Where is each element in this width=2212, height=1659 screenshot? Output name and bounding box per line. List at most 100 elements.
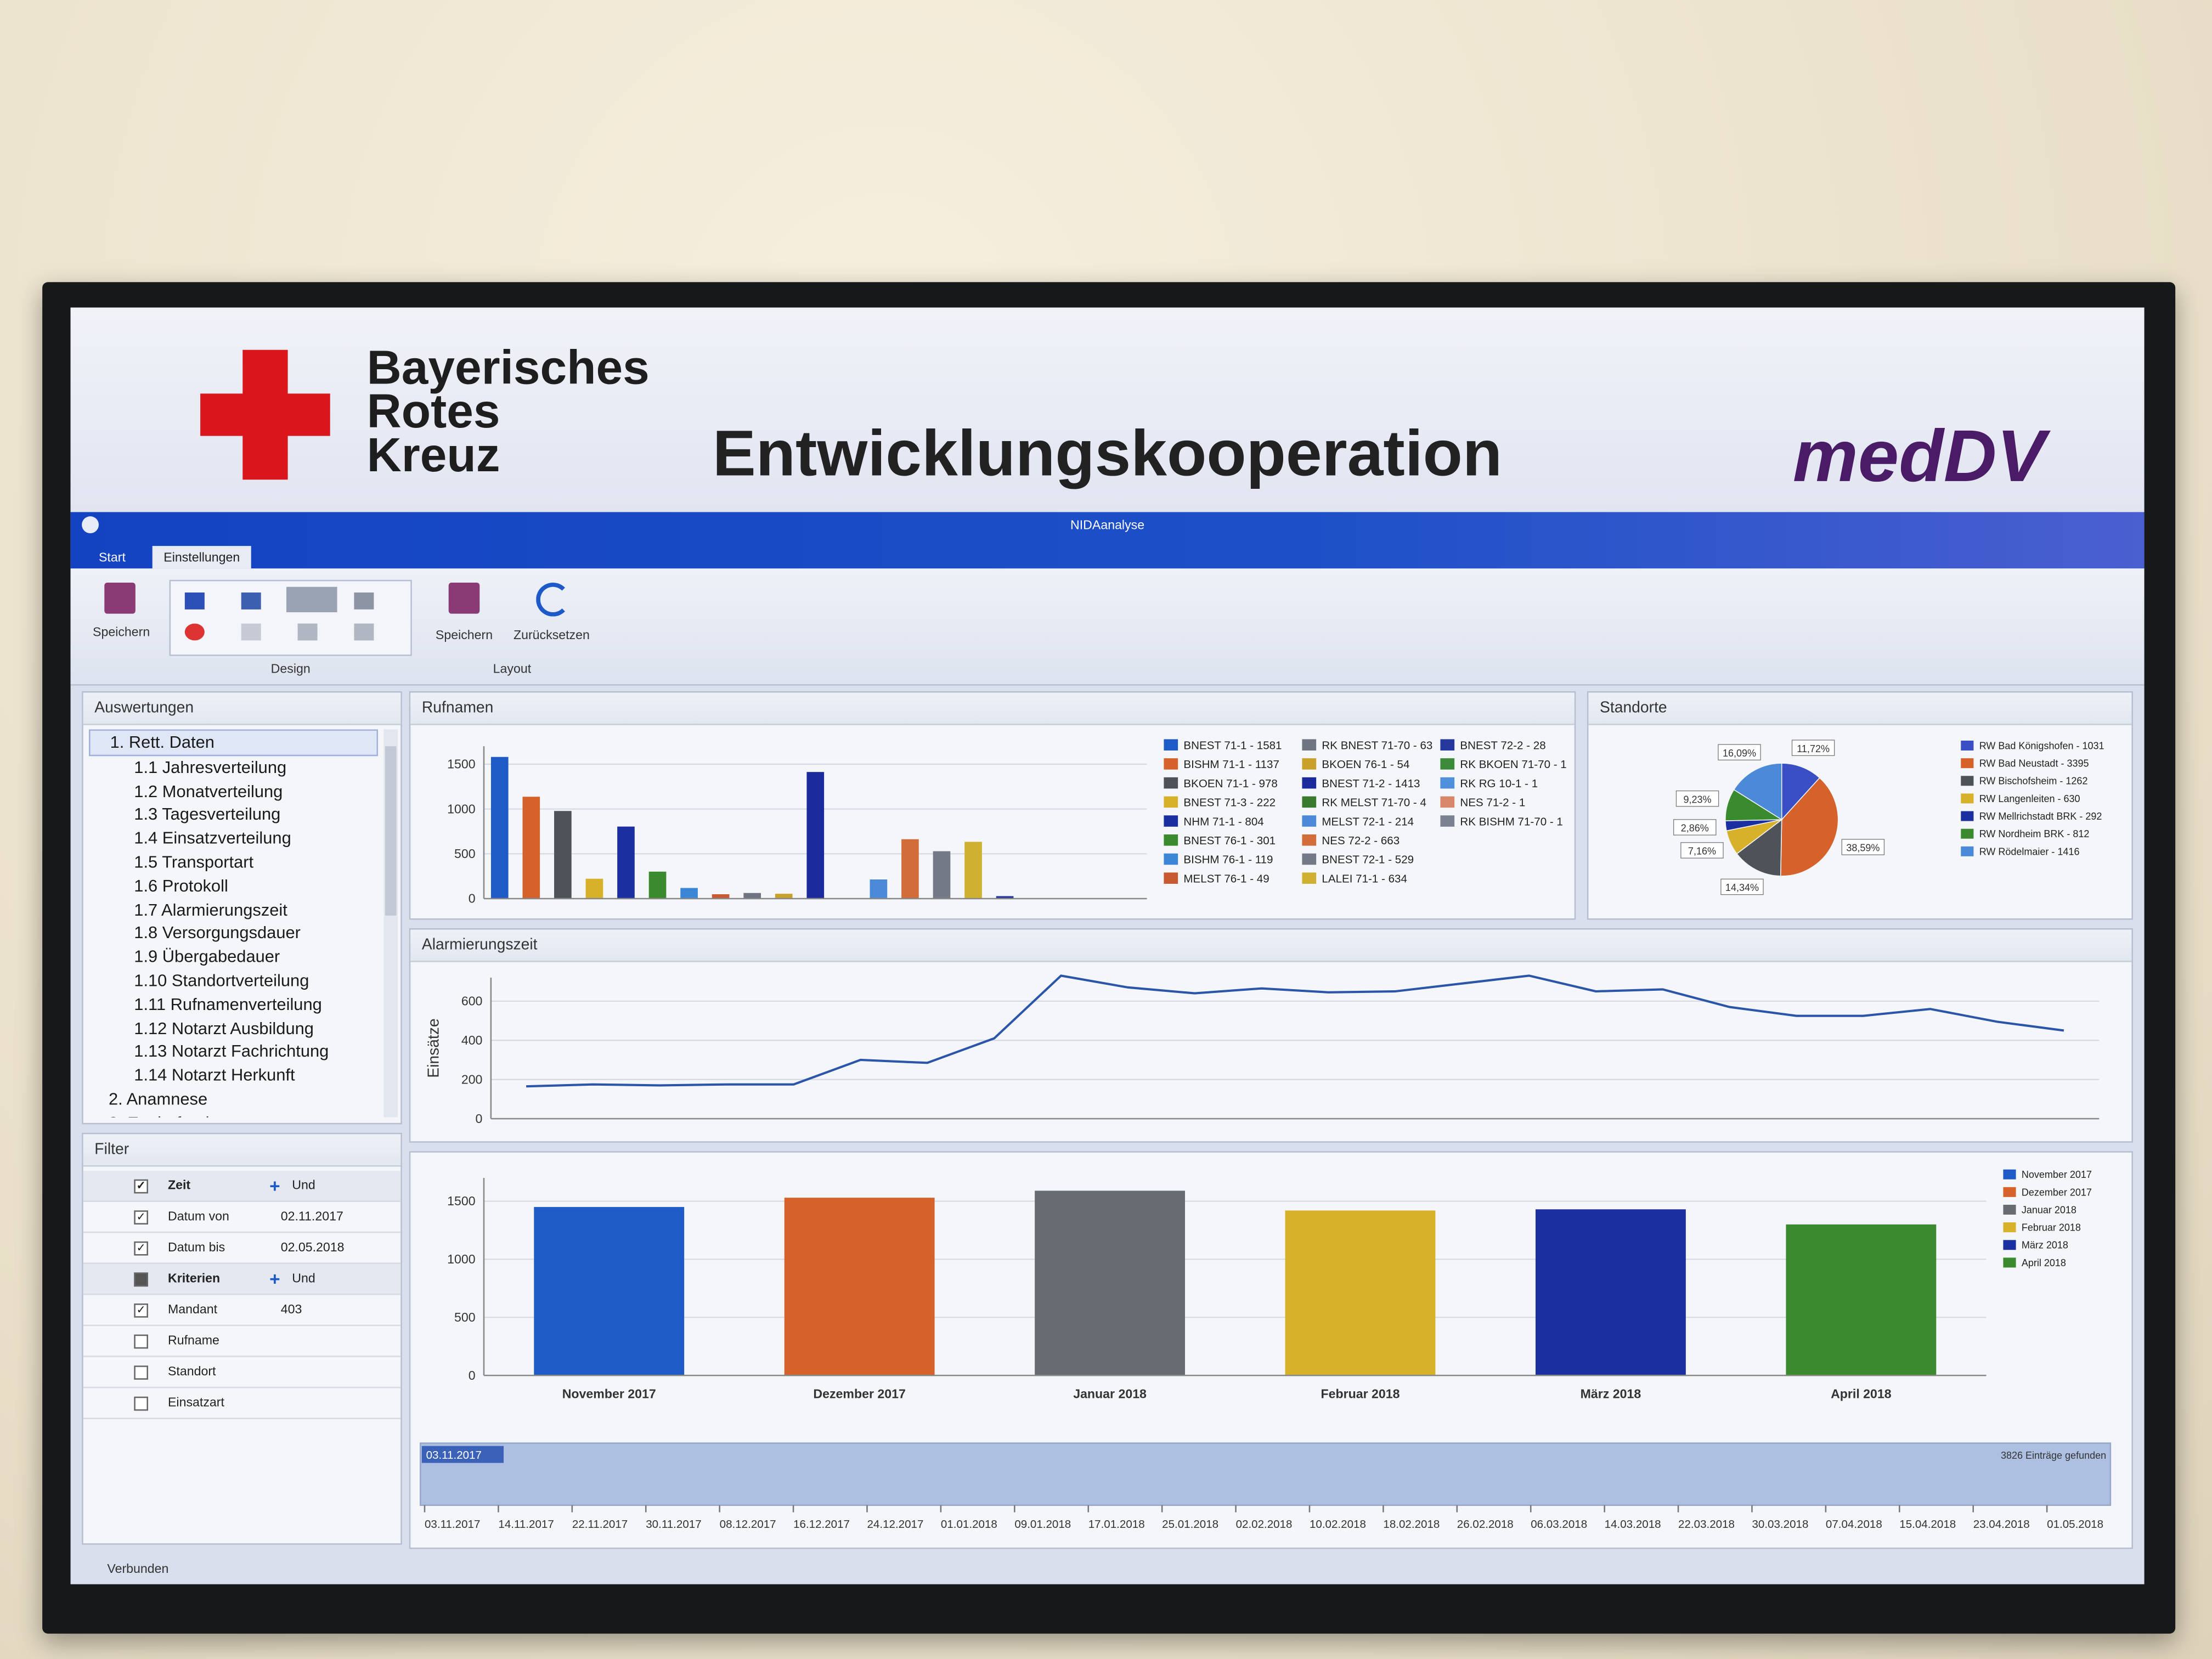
filter-grid: ✓ Zeit + Und ✓ Datum von 02.11.2017 ✓ Datum bis 0… <box>83 1171 401 1419</box>
button-label[interactable]: Zurücksetzen <box>513 628 590 642</box>
filter-value[interactable]: Und <box>292 1178 315 1192</box>
legend-label: BISHM 71-1 - 1137 <box>1183 758 1279 771</box>
tree-leaf[interactable]: 1.5 Transportart <box>134 852 254 872</box>
tree-leaf[interactable]: 1.3 Tagesverteilung <box>134 804 281 825</box>
style-icon[interactable] <box>184 592 205 610</box>
checkbox[interactable] <box>134 1272 148 1287</box>
legend-swatch <box>1440 777 1455 789</box>
pie-slice <box>1780 777 1839 877</box>
timeline-label: 08.12.2017 <box>720 1518 776 1531</box>
y-tick-label: 1000 <box>447 1252 475 1266</box>
tree-node[interactable]: 1. Rett. Daten <box>89 729 379 756</box>
timeline-label: 22.03.2018 <box>1678 1518 1735 1531</box>
monate-chart: 0 500 1000 1500 November 2017 Dezember 2017 Ja… <box>447 1169 2092 1401</box>
style-icon[interactable] <box>241 592 261 610</box>
legend-label: BNEST 71-1 - 1581 <box>1183 739 1282 752</box>
chart-panel: Rufnamen 0 500 1000 1500 BNEST 71-1 - 1581 BI… <box>409 691 1576 920</box>
filter-row: Standort <box>83 1357 401 1389</box>
legend-label: MELST 76-1 - 49 <box>1183 872 1269 885</box>
legend-label: BISHM 76-1 - 119 <box>1183 854 1273 866</box>
tab-active[interactable]: Einstellungen <box>152 546 251 569</box>
tree-leaf[interactable]: 1.10 Standortverteilung <box>134 970 309 991</box>
filter-value[interactable]: 403 <box>280 1302 302 1317</box>
legend-swatch <box>1961 811 1974 821</box>
tree-node[interactable]: 3. Erstbefund <box>89 1111 378 1117</box>
bar <box>585 878 603 899</box>
bar <box>806 772 825 899</box>
legend-label: RW Langenleiten - 630 <box>1979 793 2080 804</box>
legend-label: RK MELST 71-70 - 4 <box>1322 797 1426 809</box>
style-icon[interactable] <box>354 623 374 641</box>
y-tick-label: 0 <box>469 891 476 906</box>
tab[interactable]: Start <box>99 550 126 565</box>
tree-leaf[interactable]: 1.4 Einsatzverteilung <box>134 828 291 848</box>
tree-leaf[interactable]: 1.14 Notarzt Herkunft <box>134 1065 295 1085</box>
filter-value[interactable]: Und <box>292 1271 315 1285</box>
tree-leaf[interactable]: 1.8 Versorgungsdauer <box>134 923 301 943</box>
scroll-thumb[interactable] <box>385 746 397 916</box>
legend-label: NES 72-2 - 663 <box>1322 834 1400 847</box>
button-label[interactable]: Speichern <box>435 628 493 642</box>
legend-label: BNEST 71-2 - 1413 <box>1322 777 1420 790</box>
tree-leaf[interactable]: 1.1 Jahresverteilung <box>134 757 287 777</box>
tree-leaf[interactable]: 1.11 Rufnamenverteilung <box>134 994 322 1014</box>
filter-value[interactable]: 02.05.2018 <box>280 1240 345 1254</box>
tree-leaf[interactable]: 1.7 Alarmierungszeit <box>134 899 287 919</box>
label-box <box>1791 740 1835 756</box>
x-tick-label: März 2018 <box>1581 1386 1641 1401</box>
legend-swatch <box>1440 796 1455 808</box>
legend-label: RK BKOEN 71-70 - 1 <box>1460 758 1566 771</box>
reset-icon[interactable] <box>536 583 570 617</box>
checkbox[interactable] <box>134 1365 148 1380</box>
checkbox[interactable] <box>134 1396 148 1411</box>
filter-row: ✓ Datum bis 02.05.2018 <box>83 1233 401 1264</box>
bar <box>680 888 698 899</box>
tree-leaf[interactable]: 1.6 Protokoll <box>134 876 228 896</box>
style-icon[interactable] <box>354 592 374 610</box>
checkbox[interactable]: ✓ <box>134 1241 148 1256</box>
legend-swatch <box>2003 1240 2016 1250</box>
tree-leaf[interactable]: 1.9 Übergabedauer <box>134 946 280 967</box>
style-icon[interactable] <box>297 623 318 641</box>
filter-label: Mandant <box>168 1302 218 1317</box>
navigator-selection <box>420 1443 2111 1505</box>
legend-swatch <box>1961 828 1974 839</box>
timeline-label: 02.02.2018 <box>1236 1518 1293 1531</box>
x-tick-label: April 2018 <box>1831 1386 1892 1401</box>
timeline-label: 30.03.2018 <box>1752 1518 1808 1531</box>
bar <box>554 811 572 899</box>
tree-node[interactable]: 2. Anamnese <box>109 1089 208 1109</box>
save-icon[interactable] <box>104 583 136 614</box>
bar <box>1536 1209 1686 1376</box>
save-icon[interactable] <box>448 583 480 614</box>
style-icon-selected[interactable] <box>286 586 337 612</box>
filter-value[interactable]: 02.11.2017 <box>280 1209 343 1223</box>
tree-leaf[interactable]: 1.12 Notarzt Ausbildung <box>134 1018 314 1038</box>
timeline-label: 06.03.2018 <box>1531 1518 1587 1531</box>
alarmierung-chart: 0 200 400 600 Einsätze <box>425 974 2100 1126</box>
checkbox[interactable]: ✓ <box>134 1304 148 1318</box>
design-gallery[interactable] <box>169 579 412 656</box>
selected-box <box>421 1446 504 1463</box>
filter-row: Rufname <box>83 1326 401 1357</box>
button-label[interactable]: Speichern <box>93 625 150 639</box>
checkbox[interactable] <box>134 1334 148 1349</box>
tree-leaf[interactable]: 1.2 Monatverteilung <box>134 781 283 801</box>
style-icon[interactable] <box>184 623 205 641</box>
timeline[interactable]: 03.11.2017 3826 Einträge gefunden 03.11.20… <box>413 1435 2120 1539</box>
checkbox[interactable]: ✓ <box>134 1179 148 1194</box>
legend-swatch <box>1961 846 1974 856</box>
tree-leaf[interactable]: 1.13 Notarzt Fachrichtung <box>134 1041 329 1062</box>
style-icon[interactable] <box>241 623 261 641</box>
legend-label: RW Rödelmaier - 1416 <box>1979 846 2080 857</box>
filter-row: ✓ Mandant 403 <box>83 1295 401 1327</box>
legend-swatch <box>1302 853 1317 865</box>
bar <box>743 893 761 899</box>
scrollbar[interactable] <box>383 729 398 1118</box>
data-label: 14,34% <box>1725 882 1759 893</box>
data-label: 9,23% <box>1684 794 1712 805</box>
pie-slice <box>1781 763 1820 821</box>
checkbox[interactable]: ✓ <box>134 1210 148 1224</box>
label-box <box>1720 878 1764 895</box>
bar <box>775 894 793 899</box>
